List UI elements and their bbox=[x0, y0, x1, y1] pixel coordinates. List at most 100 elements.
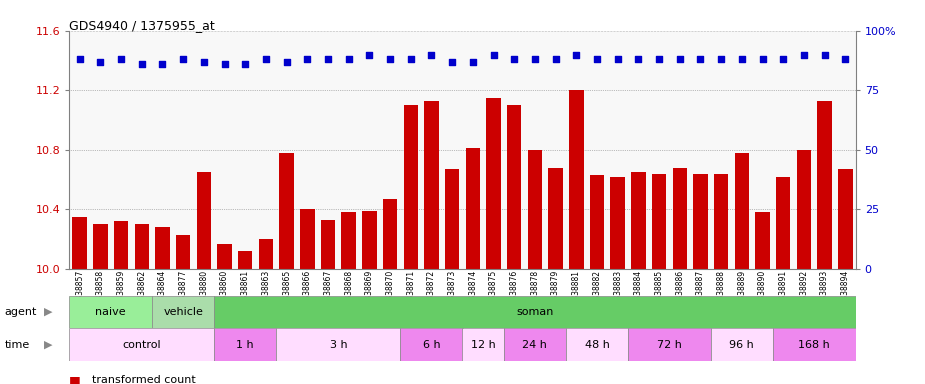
Bar bbox=[590, 175, 604, 269]
Bar bbox=[215, 296, 856, 328]
Bar bbox=[259, 239, 273, 269]
Bar bbox=[507, 105, 522, 269]
Bar bbox=[197, 172, 211, 269]
Point bbox=[631, 56, 646, 62]
Point bbox=[114, 56, 129, 62]
Bar bbox=[217, 243, 232, 269]
Point bbox=[258, 56, 274, 62]
Point bbox=[838, 56, 853, 62]
Point bbox=[424, 51, 438, 58]
Text: 1 h: 1 h bbox=[237, 339, 254, 350]
Point bbox=[714, 56, 729, 62]
Point bbox=[589, 56, 604, 62]
Text: 72 h: 72 h bbox=[657, 339, 682, 350]
Point bbox=[817, 51, 832, 58]
Point bbox=[445, 59, 460, 65]
Bar bbox=[652, 174, 666, 269]
Point bbox=[362, 51, 376, 58]
Point bbox=[300, 56, 314, 62]
Text: transformed count: transformed count bbox=[92, 375, 196, 384]
Bar bbox=[710, 328, 773, 361]
Point bbox=[383, 56, 398, 62]
Point bbox=[776, 56, 791, 62]
Bar bbox=[818, 101, 832, 269]
Bar bbox=[487, 98, 500, 269]
Bar bbox=[527, 150, 542, 269]
Bar bbox=[445, 169, 460, 269]
Point bbox=[734, 56, 749, 62]
Bar bbox=[238, 251, 253, 269]
Point bbox=[549, 56, 563, 62]
Bar bbox=[134, 224, 149, 269]
Bar bbox=[277, 328, 401, 361]
Point bbox=[672, 56, 687, 62]
Point bbox=[279, 59, 294, 65]
Text: ▶: ▶ bbox=[44, 307, 53, 317]
Text: 6 h: 6 h bbox=[423, 339, 440, 350]
Bar bbox=[363, 211, 376, 269]
Bar bbox=[776, 177, 791, 269]
Bar bbox=[631, 172, 646, 269]
Text: ▶: ▶ bbox=[44, 339, 53, 350]
Bar bbox=[628, 328, 710, 361]
Text: 48 h: 48 h bbox=[585, 339, 610, 350]
Text: 96 h: 96 h bbox=[730, 339, 754, 350]
Point bbox=[321, 56, 336, 62]
Bar bbox=[773, 328, 856, 361]
Bar bbox=[838, 169, 853, 269]
Bar bbox=[401, 328, 462, 361]
Text: soman: soman bbox=[516, 307, 553, 317]
Point bbox=[610, 56, 625, 62]
Point bbox=[134, 61, 149, 67]
Bar bbox=[69, 296, 152, 328]
Text: naive: naive bbox=[95, 307, 126, 317]
Bar bbox=[693, 174, 708, 269]
Point bbox=[507, 56, 522, 62]
Bar bbox=[341, 212, 356, 269]
Point bbox=[93, 59, 108, 65]
Point bbox=[238, 61, 253, 67]
Bar bbox=[93, 224, 107, 269]
Bar bbox=[403, 105, 418, 269]
Text: control: control bbox=[122, 339, 161, 350]
Bar bbox=[465, 148, 480, 269]
Text: 12 h: 12 h bbox=[471, 339, 496, 350]
Point bbox=[796, 51, 811, 58]
Text: ■: ■ bbox=[69, 374, 85, 384]
Bar bbox=[462, 328, 504, 361]
Bar bbox=[549, 168, 562, 269]
Point bbox=[693, 56, 708, 62]
Bar bbox=[383, 199, 398, 269]
Text: vehicle: vehicle bbox=[163, 307, 204, 317]
Point bbox=[487, 51, 501, 58]
Point bbox=[176, 56, 191, 62]
Bar bbox=[425, 101, 438, 269]
Point bbox=[755, 56, 770, 62]
Bar bbox=[155, 227, 169, 269]
Bar bbox=[114, 221, 129, 269]
Text: GDS4940 / 1375955_at: GDS4940 / 1375955_at bbox=[69, 19, 216, 32]
Bar bbox=[215, 328, 277, 361]
Bar bbox=[152, 296, 215, 328]
Text: time: time bbox=[5, 339, 30, 350]
Bar bbox=[714, 174, 728, 269]
Bar bbox=[610, 177, 625, 269]
Bar bbox=[321, 220, 335, 269]
Point bbox=[527, 56, 542, 62]
Bar bbox=[734, 153, 749, 269]
Bar bbox=[796, 150, 811, 269]
Point bbox=[155, 61, 170, 67]
Bar bbox=[69, 328, 215, 361]
Point bbox=[217, 61, 232, 67]
Bar bbox=[756, 212, 770, 269]
Bar bbox=[569, 90, 584, 269]
Point bbox=[569, 51, 584, 58]
Bar bbox=[504, 328, 566, 361]
Point bbox=[72, 56, 87, 62]
Text: 168 h: 168 h bbox=[798, 339, 830, 350]
Point bbox=[651, 56, 666, 62]
Point bbox=[465, 59, 480, 65]
Bar bbox=[566, 328, 628, 361]
Point bbox=[341, 56, 356, 62]
Bar bbox=[72, 217, 87, 269]
